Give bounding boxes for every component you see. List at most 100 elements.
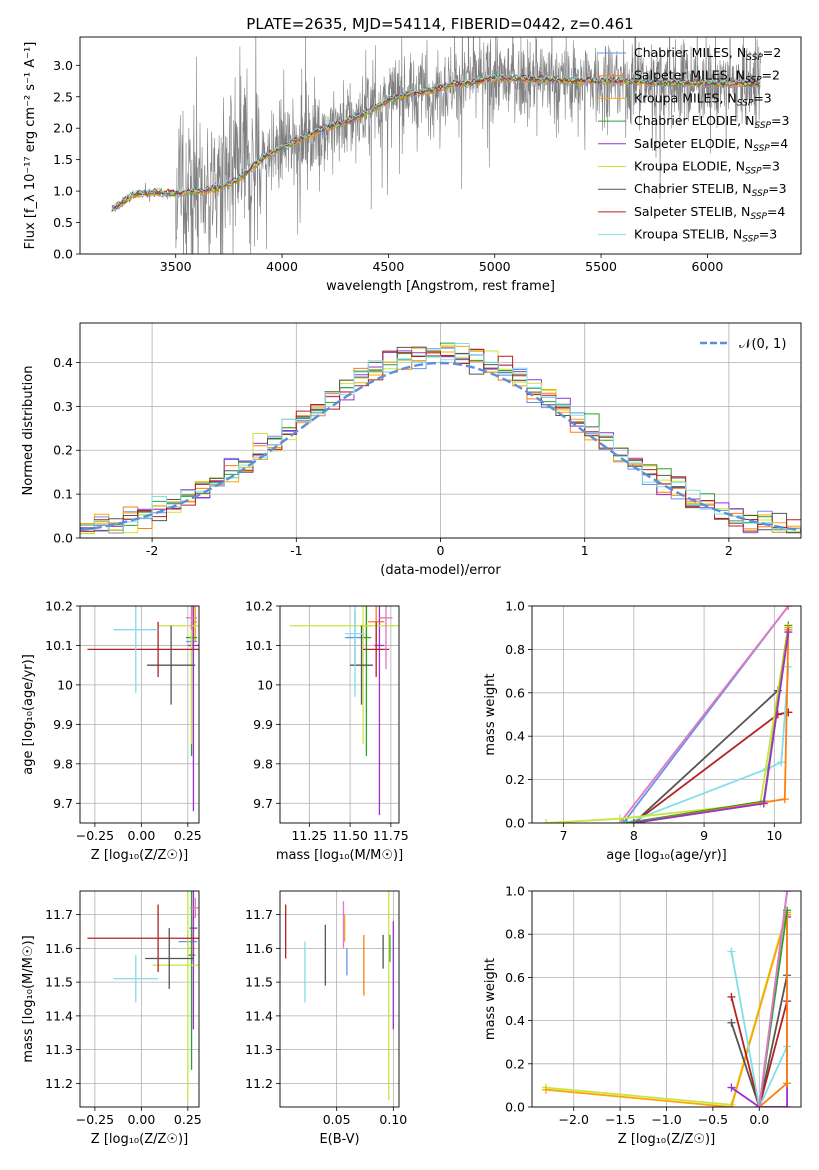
weight_vs_z-marker-kroupa_miles bbox=[727, 1103, 736, 1107]
age_vs_z-ytick-label: 10 bbox=[57, 677, 73, 692]
weight_vs_z-xtick-label: −2.0 bbox=[559, 1112, 589, 1127]
weight_vs_age-series-salpeter_elodie bbox=[633, 631, 790, 823]
age_vs_z-xtick-label: −0.25 bbox=[76, 828, 114, 843]
weight_vs_age-xtick-label: 7 bbox=[560, 828, 568, 843]
gaussian-legend-label: 𝒩(0, 1) bbox=[739, 337, 786, 352]
mass_vs_z-ytick-label: 11.7 bbox=[45, 907, 73, 922]
legend-entry-label: Chabrier ELODIE, N bbox=[634, 113, 754, 128]
mass_vs_z-ytick-label: 11.2 bbox=[45, 1076, 73, 1091]
weight_vs_z-marker-kroupa_miles bbox=[541, 1085, 550, 1094]
legend-entry-sub: SSP bbox=[754, 121, 771, 131]
spectrum-ytick-label: 3.0 bbox=[53, 58, 73, 73]
weight_vs_age-marker-salpeter_miles bbox=[780, 795, 789, 804]
age_vs_mass-panel: 11.25 11.50 11.75 9.7 9.8 9.9 10 10.1 10.2 mass [… bbox=[245, 599, 409, 864]
weight_vs_age-series-kroupa_elodie bbox=[545, 625, 790, 823]
age_vs_z-xtick-label: 0.00 bbox=[127, 828, 155, 843]
spectrum-panel: 3500 4000 4500 5000 5500 6000 0.0 0.5 1.0 1.5 2.0 2… bbox=[23, 36, 802, 294]
mass_vs_z-xlabel: Z [log₁₀(Z/Z☉)] bbox=[91, 1132, 188, 1147]
legend-entry-suffix: =3 bbox=[759, 227, 777, 242]
weight_vs_z-ytick-label: 0.0 bbox=[505, 1100, 525, 1115]
mass_vs_z-panel: −0.25 0.00 0.25 11.2 11.3 11.4 11.5 11.6 11.7 Z [… bbox=[21, 890, 202, 1147]
weight_vs_z-marker-salpeter_elodie bbox=[727, 1083, 736, 1092]
mass_vs_z-ylabel: mass [log₁₀(M/M☉)] bbox=[21, 935, 36, 1062]
age_vs_mass-plot-area bbox=[289, 606, 399, 816]
spectrum-xtick-label: 5500 bbox=[585, 259, 617, 274]
mass_vs_ebv-ytick-label: 11.2 bbox=[245, 1076, 273, 1091]
mass_vs_ebv-panel: 0.05 0.10 11.2 11.3 11.4 11.5 11.6 11.7 E(B-V) bbox=[245, 890, 407, 1147]
mass_vs_z-frame bbox=[79, 890, 200, 1108]
weight_vs_z-xtick-label: 0.0 bbox=[749, 1112, 769, 1127]
legend-entry-label: Salpeter STELIB, N bbox=[634, 204, 750, 219]
legend-entry-sub: SSP bbox=[746, 53, 763, 63]
residuals-xlabel: (data-model)/error bbox=[380, 563, 501, 578]
age_vs_z-panel: −0.25 0.00 0.25 9.7 9.8 9.9 10 10.1 10.2 Z [log₁₀… bbox=[21, 599, 202, 864]
weight_vs_z-ytick-label: 1.0 bbox=[505, 884, 525, 899]
legend-entry-label: Salpeter ELODIE, N bbox=[634, 136, 753, 151]
weight_vs_z-marker-kroupa_stelib bbox=[727, 947, 736, 956]
weight_vs_z-marker-salpeter_stelib bbox=[727, 992, 736, 1001]
age_vs_mass-ytick-label: 10.1 bbox=[245, 638, 273, 653]
residuals-xtick-label: -1 bbox=[290, 543, 302, 558]
spectrum-ytick-label: 1.5 bbox=[53, 152, 73, 167]
age_vs_mass-xtick-label: 11.75 bbox=[373, 828, 409, 843]
mass_vs_z-xtick-label: −0.25 bbox=[76, 1112, 114, 1127]
weight_vs_age-ytick-label: 0.4 bbox=[505, 729, 525, 744]
residuals-xtick-label: 1 bbox=[581, 543, 589, 558]
residuals-ytick-label: 0.2 bbox=[53, 443, 73, 458]
legend-entry: Chabrier STELIB, NSSP=3 bbox=[634, 181, 787, 199]
age_vs_z-ytick-label: 10.1 bbox=[45, 638, 73, 653]
residuals-xtick-label: 2 bbox=[725, 543, 733, 558]
residuals-ytick-label: 0.1 bbox=[53, 487, 73, 502]
weight_vs_age-ylabel: mass weight bbox=[483, 673, 498, 755]
spectrum-xtick-label: 5000 bbox=[479, 259, 511, 274]
weight_vs_age-series-chabrier_stelib bbox=[633, 689, 779, 823]
legend-entry-label: Kroupa STELIB, N bbox=[634, 227, 742, 242]
weight_vs_z-xtick-label: −0.5 bbox=[698, 1112, 728, 1127]
weight_vs_z-xtick-label: −1.0 bbox=[651, 1112, 681, 1127]
mass_vs_ebv-xtick-label: 0.10 bbox=[379, 1112, 407, 1127]
age_vs_mass-ytick-label: 9.8 bbox=[253, 756, 273, 771]
weight_vs_age-ytick-label: 0.8 bbox=[505, 642, 525, 657]
mass_vs_ebv-ytick-label: 11.5 bbox=[245, 975, 273, 990]
weight_vs_age-ytick-label: 0.2 bbox=[505, 772, 525, 787]
weight_vs_age-ytick-label: 1.0 bbox=[505, 599, 525, 614]
spectrum-ytick-label: 0.0 bbox=[53, 247, 73, 262]
legend-entry-suffix: =3 bbox=[762, 159, 780, 174]
legend-entry: Salpeter ELODIE, NSSP=4 bbox=[634, 136, 788, 154]
legend-entry: Kroupa STELIB, NSSP=3 bbox=[634, 227, 777, 245]
weight_vs_age-marker-salpeter_elodie bbox=[784, 628, 793, 637]
legend-entry-suffix: =2 bbox=[763, 45, 781, 60]
legend-entry-sub: SSP bbox=[745, 76, 762, 86]
age_vs_mass-ytick-label: 10.2 bbox=[245, 599, 273, 614]
weight_vs_age-marker-kroupa_elodie bbox=[542, 819, 551, 823]
age_vs_mass-frame bbox=[279, 605, 400, 824]
legend-entry-suffix: =3 bbox=[753, 90, 771, 105]
weight_vs_age-marker-salpeter_elodie bbox=[629, 819, 638, 823]
spectrum-xtick-label: 4000 bbox=[266, 259, 298, 274]
legend-entry-suffix: =4 bbox=[770, 136, 788, 151]
weight_vs_z-ylabel: mass weight bbox=[483, 958, 498, 1040]
weight_vs_z-marker-chabrier_stelib bbox=[727, 1018, 736, 1027]
age_vs_mass-xlabel: mass [log₁₀(M/M☉)] bbox=[276, 848, 403, 863]
legend-entry-sub: SSP bbox=[752, 189, 769, 199]
age_vs_mass-ytick-label: 9.9 bbox=[253, 717, 273, 732]
age_vs_z-ytick-label: 10.2 bbox=[45, 599, 73, 614]
spectrum-xlabel: wavelength [Angstrom, rest frame] bbox=[326, 279, 555, 294]
gaussian-reference-line bbox=[80, 361, 801, 532]
mass_vs_ebv-xlabel: E(B-V) bbox=[319, 1132, 359, 1147]
residuals-ytick-label: 0.3 bbox=[53, 399, 73, 414]
legend-entry-sub: SSP bbox=[753, 144, 770, 154]
weight_vs_z-series-kroupa_stelib bbox=[730, 951, 788, 1107]
mass_vs_ebv-frame bbox=[279, 890, 400, 1108]
weight_vs_z-xtick-label: −1.5 bbox=[605, 1112, 635, 1127]
mass_vs_z-xtick-label: 0.00 bbox=[127, 1112, 155, 1127]
mass_vs_z-ytick-label: 11.6 bbox=[45, 941, 73, 956]
weight_vs_z-xlabel: Z [log₁₀(Z/Z☉)] bbox=[618, 1132, 715, 1147]
legend-entry-label: Chabrier STELIB, N bbox=[634, 181, 752, 196]
weight_vs_age-series-pink bbox=[619, 606, 790, 823]
spectrum-xtick-label: 3500 bbox=[160, 259, 192, 274]
age_vs_z-ytick-label: 9.7 bbox=[53, 796, 73, 811]
weight_vs_z-marker-pink bbox=[755, 1103, 764, 1107]
spectrum-xtick-label: 6000 bbox=[692, 259, 724, 274]
